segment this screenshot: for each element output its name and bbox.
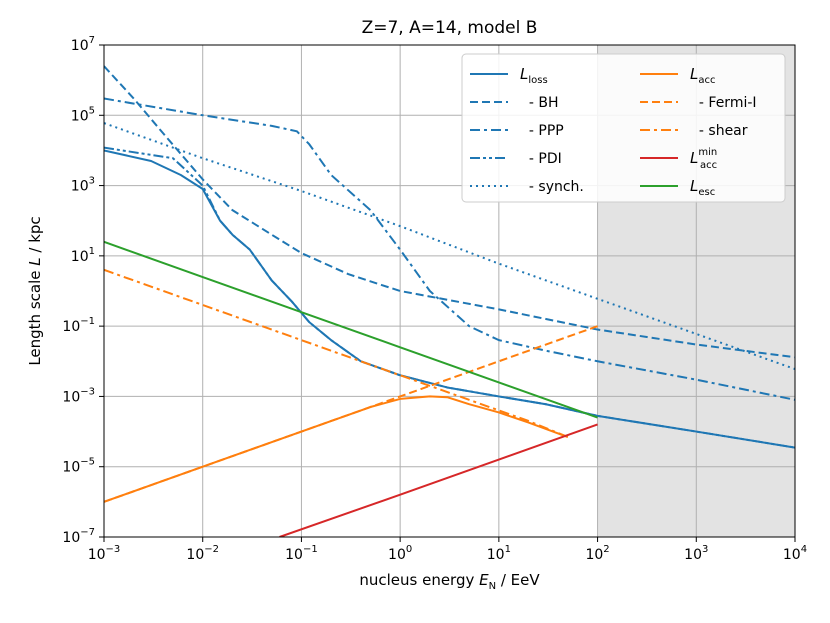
legend-label: Lmin acc <box>690 147 717 171</box>
y-tick-label: 103 <box>71 176 95 195</box>
x-tick-label: 10−2 <box>186 544 219 563</box>
legend-label: Lloss <box>520 65 548 86</box>
y-axis-label: Length scale L / kpc <box>26 216 44 365</box>
series-line-ppp <box>104 97 795 401</box>
x-tick-label: 100 <box>388 544 412 563</box>
series-line-synch- <box>104 122 795 371</box>
legend-box <box>461 53 786 203</box>
series-line-l-esc <box>104 240 598 419</box>
y-tick-label: 10−3 <box>62 386 95 405</box>
y-tick-label: 107 <box>71 35 95 54</box>
legend-label: - synch. <box>520 179 584 195</box>
series-line-bh <box>104 65 795 359</box>
legend: Lloss - BH - PPP - PDI - synch. Lacc - Fe… <box>461 53 786 203</box>
y-tick-label: 101 <box>71 246 95 265</box>
legend-label: - BH <box>520 95 559 111</box>
y-tick-label: 105 <box>71 105 95 124</box>
series-line-shear <box>104 268 569 438</box>
x-tick-label: 102 <box>585 544 609 563</box>
y-tick-label: 10−1 <box>62 316 95 335</box>
legend-label: - shear <box>690 123 748 139</box>
legend-label: - PPP <box>520 123 564 139</box>
x-tick-label: 104 <box>783 544 807 563</box>
series-line-fermi-i <box>104 325 598 503</box>
x-tick-label: 103 <box>684 544 708 563</box>
legend-label: - PDI <box>520 151 562 167</box>
x-tick-label: 10−3 <box>88 544 121 563</box>
y-tick-label: 10−7 <box>62 527 95 546</box>
y-tick-label: 10−5 <box>62 457 95 476</box>
tick-layer: 10−3 10−2 10−1 100 101 102 103 104 10−7 10−5 10−3 1… <box>62 35 807 563</box>
plot-frame <box>103 44 796 538</box>
series-line-l-acc-min <box>279 423 598 537</box>
series-layer <box>104 65 795 537</box>
x-tick-label: 101 <box>487 544 511 563</box>
legend-label: Lesc <box>690 177 715 198</box>
x-axis-label: nucleus energy EN / EeV <box>359 571 540 592</box>
legend-label: - Fermi-I <box>690 95 757 111</box>
x-tick-label: 10−1 <box>285 544 318 563</box>
legend-label: Lacc <box>690 65 715 86</box>
series-line-l-acc <box>104 395 569 503</box>
chart-title: Z=7, A=14, model B <box>362 18 538 38</box>
